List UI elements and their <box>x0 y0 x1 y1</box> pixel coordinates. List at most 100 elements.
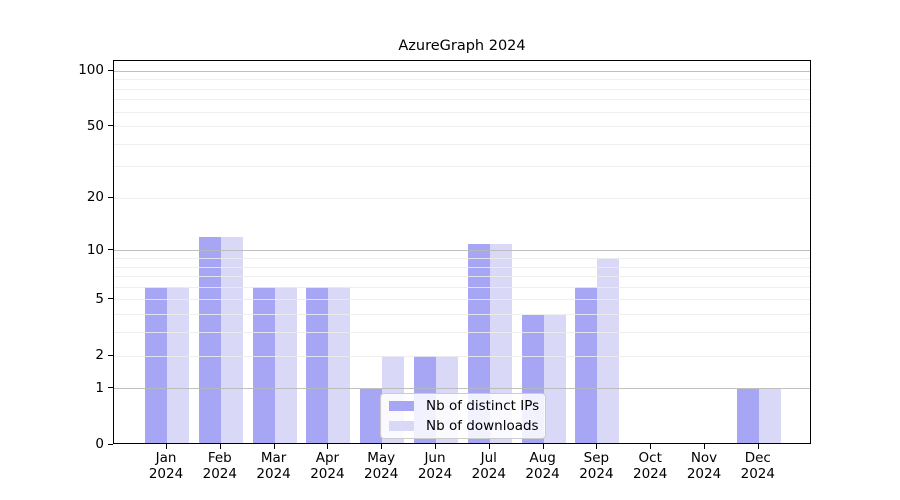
x-tick-label-jun: Jun 2024 <box>403 450 467 482</box>
y-tick-mark-1 <box>108 387 113 389</box>
bar-downloads-feb <box>220 237 243 443</box>
x-tick-label-year: 2024 <box>579 466 614 482</box>
gridline-major-10 <box>114 250 810 252</box>
y-tick-label-0: 0 <box>95 436 104 452</box>
x-tick-mark-feb <box>219 444 221 449</box>
x-tick-label-year: 2024 <box>148 466 184 482</box>
x-tick-mark-oct <box>650 444 652 449</box>
gridline-minor-6 <box>114 286 810 288</box>
y-tick-label-10: 10 <box>86 241 104 258</box>
gridline-major-1 <box>114 388 810 390</box>
x-tick-label-oct: Oct 2024 <box>618 450 682 482</box>
y-tick-label-100: 100 <box>78 62 104 79</box>
gridline-minor-60 <box>114 111 810 113</box>
bar-distinct-ips-mar <box>252 287 275 443</box>
bar-distinct-ips-may <box>360 388 383 443</box>
gridline-minor-50 <box>114 126 810 127</box>
x-tick-label-may: May 2024 <box>349 450 413 482</box>
x-tick-label-year: 2024 <box>686 466 722 482</box>
y-tick-label-1: 1 <box>95 379 104 396</box>
x-tick-label-month: Nov <box>690 450 718 466</box>
gridline-minor-9 <box>114 257 810 259</box>
x-tick-label-jul: Jul 2024 <box>457 450 521 482</box>
bar-downloads-jan <box>167 287 189 443</box>
x-tick-label-year: 2024 <box>740 466 775 482</box>
x-tick-label-month: Jul <box>480 450 497 466</box>
bar-distinct-ips-apr <box>306 287 329 443</box>
x-tick-label-dec: Dec 2024 <box>726 450 790 482</box>
bar-distinct-ips-sep <box>575 287 598 443</box>
legend-swatch-downloads <box>389 421 414 431</box>
legend-entry-distinct-ips: Nb of distinct IPs <box>389 398 545 414</box>
x-tick-mark-may <box>381 444 383 449</box>
x-tick-label-aug: Aug 2024 <box>511 450 575 482</box>
x-tick-mark-jul <box>488 444 490 449</box>
x-tick-label-apr: Apr 2024 <box>295 450 359 482</box>
bar-distinct-ips-dec <box>736 388 759 443</box>
x-tick-label-year: 2024 <box>471 466 506 482</box>
x-tick-label-year: 2024 <box>525 466 560 482</box>
x-tick-label-nov: Nov 2024 <box>672 450 736 482</box>
legend-swatch-distinct-ips <box>389 401 414 411</box>
x-tick-label-month: Dec <box>744 450 771 466</box>
gridline-minor-40 <box>114 143 810 145</box>
plot-area: Nb of distinct IPs Nb of downloads <box>113 60 811 444</box>
x-tick-mark-aug <box>542 444 544 449</box>
gridline-minor-4 <box>114 314 810 316</box>
gridline-minor-80 <box>114 88 810 90</box>
x-tick-label-feb: Feb 2024 <box>188 450 252 482</box>
y-tick-mark-100 <box>108 69 113 71</box>
x-tick-label-month: Jun <box>424 450 446 466</box>
bar-downloads-dec <box>758 388 781 443</box>
x-tick-mark-mar <box>273 444 275 449</box>
y-tick-label-2: 2 <box>95 347 104 363</box>
x-tick-label-year: 2024 <box>256 466 291 482</box>
x-tick-label-month: May <box>367 450 396 466</box>
x-tick-label-month: Aug <box>529 450 556 466</box>
gridline-minor-70 <box>114 99 810 101</box>
y-tick-mark-0 <box>108 443 113 445</box>
x-tick-label-year: 2024 <box>633 466 668 482</box>
gridline-minor-5 <box>114 299 810 301</box>
y-tick-label-5: 5 <box>95 290 104 307</box>
y-tick-mark-50 <box>108 125 113 126</box>
legend-label-downloads: Nb of downloads <box>426 418 539 434</box>
x-tick-label-mar: Mar 2024 <box>242 450 306 482</box>
bar-distinct-ips-feb <box>198 237 221 443</box>
y-tick-label-50: 50 <box>86 117 104 134</box>
gridline-minor-90 <box>114 79 810 81</box>
x-tick-mark-sep <box>596 444 598 449</box>
gridline-major-100 <box>114 70 810 72</box>
gridline-minor-7 <box>114 276 810 278</box>
legend: Nb of distinct IPs Nb of downloads <box>380 393 546 439</box>
y-tick-label-20: 20 <box>86 189 104 206</box>
bar-downloads-aug <box>543 314 566 443</box>
legend-entry-downloads: Nb of downloads <box>389 418 545 434</box>
x-tick-mark-dec <box>757 444 759 449</box>
x-tick-mark-apr <box>327 444 329 449</box>
x-tick-mark-jan <box>166 444 167 449</box>
x-tick-label-jan: Jan 2024 <box>134 450 198 482</box>
y-tick-mark-5 <box>108 298 113 300</box>
x-tick-label-month: Oct <box>638 450 662 466</box>
gridline-minor-2 <box>114 355 810 357</box>
x-tick-label-year: 2024 <box>417 466 453 482</box>
x-tick-label-year: 2024 <box>310 466 345 482</box>
bar-downloads-mar <box>274 287 297 443</box>
x-tick-label-month: Apr <box>315 450 340 466</box>
x-tick-mark-nov <box>704 444 705 449</box>
gridline-minor-3 <box>114 332 810 334</box>
gridline-minor-30 <box>114 166 810 168</box>
bar-distinct-ips-jan <box>145 287 167 443</box>
x-tick-label-sep: Sep 2024 <box>564 450 628 482</box>
y-tick-mark-2 <box>108 354 113 356</box>
x-tick-label-year: 2024 <box>202 466 237 482</box>
x-tick-label-month: Mar <box>260 450 287 466</box>
y-tick-mark-10 <box>108 249 113 251</box>
legend-label-distinct-ips: Nb of distinct IPs <box>426 398 540 414</box>
y-tick-mark-20 <box>108 196 113 198</box>
x-tick-label-month: Jan <box>155 450 177 466</box>
x-tick-label-month: Sep <box>583 450 610 466</box>
gridline-minor-20 <box>114 197 810 199</box>
